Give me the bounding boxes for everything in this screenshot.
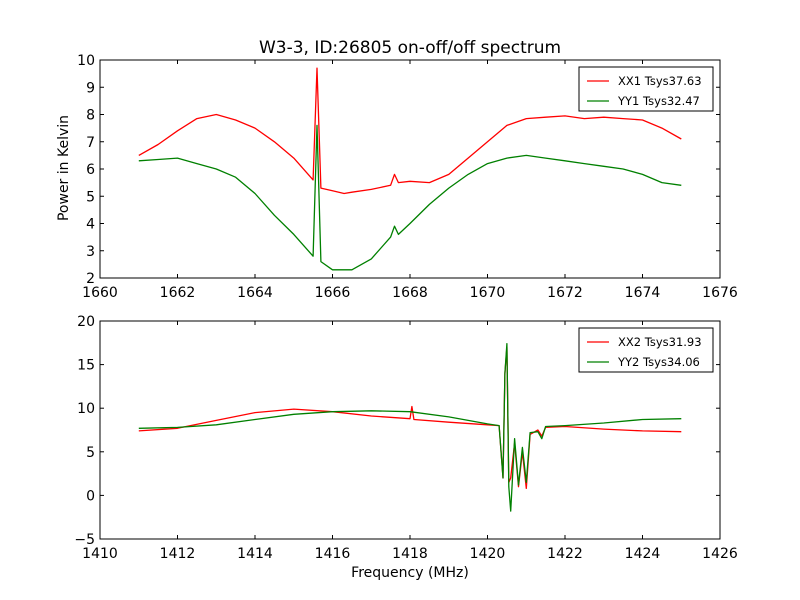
legend-label: XX1 Tsys37.63 [618,74,702,88]
y-tick-label: −5 [74,532,95,548]
y-tick-label: 5 [86,445,95,461]
x-tick-label: 1660 [82,285,118,301]
x-tick-label: 1668 [392,285,428,301]
y-tick-label: 8 [86,108,95,124]
y-axis-label: Power in Kelvin [56,115,72,221]
x-tick-label: 1426 [702,546,738,562]
legend-box [578,327,714,373]
y-tick-label: 20 [77,314,95,330]
x-tick-label: 1676 [702,285,738,301]
y-tick-label: 4 [86,217,95,233]
legend-label: XX2 Tsys31.93 [618,335,702,349]
y-tick-label: 15 [77,358,95,374]
legend-label: YY1 Tsys32.47 [617,94,700,108]
legend: XX1 Tsys37.63 YY1 Tsys32.47 [578,66,714,112]
legend-label: YY2 Tsys34.06 [617,355,700,369]
x-tick-label: 1666 [315,285,351,301]
y-tick-label: 2 [86,271,95,287]
y-tick-label: 7 [86,135,95,151]
x-axis-label: Frequency (MHz) [351,565,469,581]
x-tick-label: 1416 [315,546,351,562]
x-tick-label: 1674 [625,285,661,301]
series-line-yy [138,124,682,271]
y-tick-label: 5 [86,189,95,205]
series-line-yy [138,343,682,512]
top-plot: 1660 1662 1664 1666 1668 1670 1672 1674 1676 2 3 4 5… [77,53,738,301]
x-tick-label: 1412 [160,546,196,562]
y-tick-label: 9 [86,80,95,96]
x-tick-label: 1664 [237,285,273,301]
y-tick-label: 10 [77,53,95,69]
y-tick-label: 10 [77,401,95,417]
y-tick-label: 0 [86,488,95,504]
legend: XX2 Tsys31.93 YY2 Tsys34.06 [578,327,714,373]
y-tick-label: 3 [86,244,95,260]
x-tick-label: 1414 [237,546,273,562]
x-tick-label: 1672 [547,285,583,301]
x-tick-label: 1424 [625,546,661,562]
chart-title: W3-3, ID:26805 on-off/off spectrum [259,38,561,58]
y-tick-label: 6 [86,162,95,178]
legend-box [578,66,714,112]
bottom-plot: 1410 1412 1414 1416 1418 1420 1422 1424 1426 −5 0 5… [74,314,738,562]
x-tick-label: 1420 [470,546,506,562]
x-tick-label: 1410 [82,546,118,562]
x-tick-label: 1662 [160,285,196,301]
x-tick-label: 1422 [547,546,583,562]
series-line-xx [138,67,682,195]
x-tick-label: 1418 [392,546,428,562]
x-tick-label: 1670 [470,285,506,301]
